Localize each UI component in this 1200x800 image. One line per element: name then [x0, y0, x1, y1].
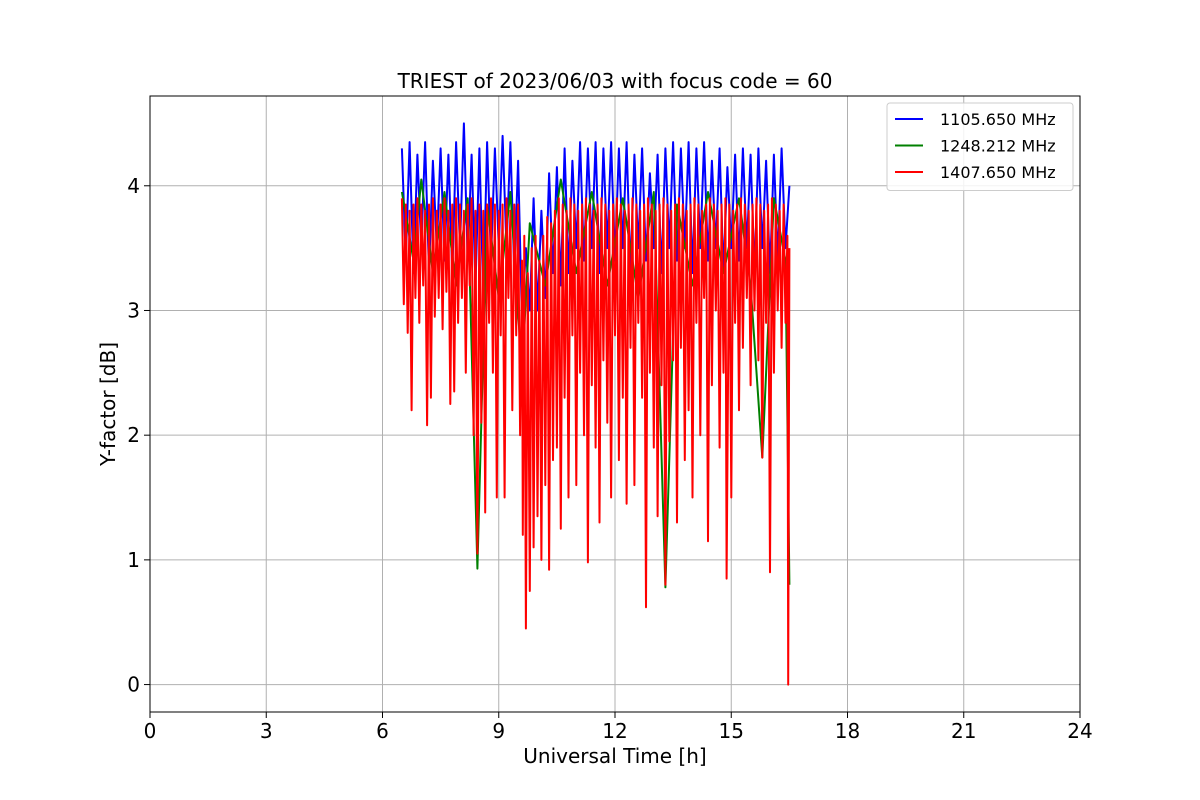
y-tick-label: 4: [127, 174, 140, 198]
x-tick-label: 15: [719, 719, 744, 743]
chart-title: TRIEST of 2023/06/03 with focus code = 6…: [397, 69, 833, 93]
x-tick-label: 18: [835, 719, 860, 743]
x-tick-label: 24: [1067, 719, 1092, 743]
x-tick-label: 0: [144, 719, 157, 743]
x-tick-label: 12: [602, 719, 627, 743]
y-axis-label: Y-factor [dB]: [96, 342, 120, 467]
series-layer: [400, 122, 791, 686]
y-tick-label: 3: [127, 298, 140, 322]
x-axis-label: Universal Time [h]: [523, 744, 706, 768]
legend-label: 1248.212 MHz: [940, 137, 1056, 156]
legend-label: 1105.650 MHz: [940, 110, 1056, 129]
series-line-2: [400, 197, 791, 686]
x-tick-label: 6: [376, 719, 389, 743]
legend: 1105.650 MHz 1248.212 MHz 1407.650 MHz: [886, 102, 1074, 191]
y-tick-label: 1: [127, 548, 140, 572]
x-tick-label: 9: [492, 719, 505, 743]
legend-label: 1407.650 MHz: [940, 163, 1056, 182]
y-tick-label: 2: [127, 423, 140, 447]
y-tick-label: 0: [127, 673, 140, 697]
legend-box: [886, 102, 1074, 191]
x-tick-label: 21: [951, 719, 976, 743]
x-tick-label: 3: [260, 719, 273, 743]
